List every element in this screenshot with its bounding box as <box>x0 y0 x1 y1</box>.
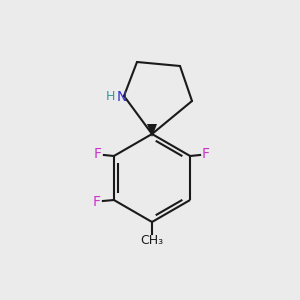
Text: F: F <box>94 147 102 161</box>
Text: H: H <box>105 91 115 103</box>
Text: F: F <box>202 147 210 161</box>
Polygon shape <box>147 124 157 137</box>
Text: N: N <box>117 90 127 104</box>
Text: CH₃: CH₃ <box>140 233 164 247</box>
Text: F: F <box>93 195 101 209</box>
